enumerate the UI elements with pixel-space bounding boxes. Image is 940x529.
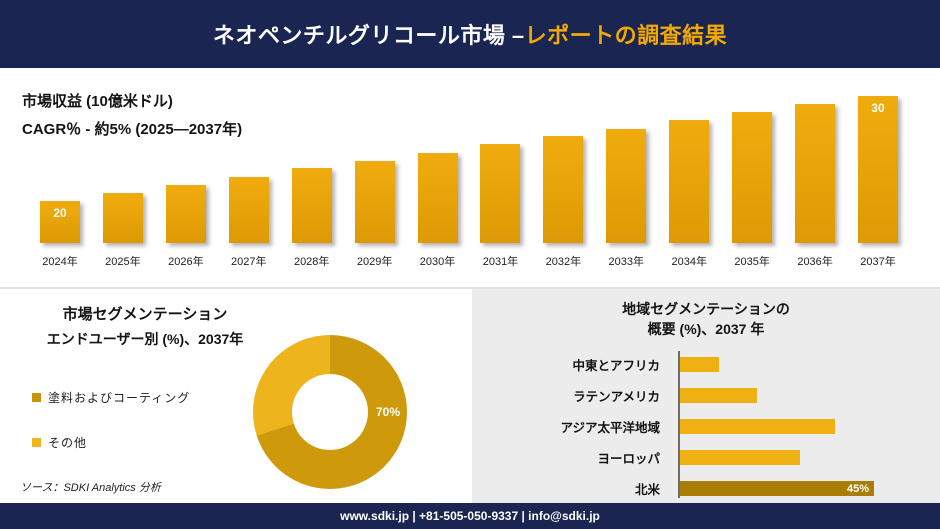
regional-bar [680, 419, 835, 434]
bar-value-label: 20 [53, 206, 67, 220]
cagr-label: CAGR％ - 約5% (2025―2037年) [22, 121, 243, 138]
x-axis-label: 2035年 [734, 256, 770, 268]
revenue-bar [669, 120, 710, 243]
x-axis-label: 2032年 [545, 256, 582, 268]
revenue-bar-column: 2033年 [606, 93, 647, 268]
revenue-bar [228, 176, 269, 243]
category-label: ラテンアメリカ [573, 390, 660, 404]
regional-bar [680, 388, 757, 403]
legend-swatch [32, 393, 41, 402]
revenue-bar [102, 192, 143, 243]
revenue-bar-column: 2030年 [417, 93, 458, 268]
revenue-bar-column: 2034年 [669, 93, 710, 268]
revenue-bar-column: 2032年 [543, 93, 584, 268]
revenue-bar [291, 168, 332, 243]
regional-bar-row: アジア太平洋地域 [478, 411, 932, 442]
regional-bar [680, 450, 800, 465]
revenue-bar [795, 104, 836, 243]
segmentation-title: 市場セグメンテーション [62, 306, 228, 323]
revenue-bar: 20 [40, 201, 80, 243]
revenue-bar [480, 144, 521, 243]
revenue-bar-column: 2031年 [480, 93, 521, 268]
category-label: アジア太平洋地域 [560, 421, 660, 435]
bottom-section: 市場セグメンテーション エンドユーザー別 (%)、2037年 塗料およびコーティ… [0, 287, 940, 503]
x-axis-label: 2027年 [231, 256, 267, 268]
regional-subtitle: 概要 (%)、2037 年 [647, 321, 765, 337]
x-axis-label: 2033年 [608, 256, 645, 268]
legend-swatch [32, 438, 41, 447]
revenue-bar-column: 30 2037年 [857, 93, 898, 268]
revenue-bar [417, 152, 458, 243]
title-accent: レポートの調査結果 [524, 23, 728, 48]
revenue-bar-column: 2028年 [291, 93, 332, 268]
x-axis-label: 2036年 [797, 256, 833, 268]
donut-legend: 塗料およびコーティング その他 [32, 389, 190, 451]
regional-bar-row: ヨーロッパ [478, 442, 932, 473]
bar-track [680, 419, 835, 434]
category-label: ヨーロッパ [597, 452, 660, 466]
bar-value-label: 45% [846, 482, 869, 495]
regional-bar [680, 357, 719, 372]
footer: www.sdki.jp | +81-505-050-9337 | info@sd… [0, 503, 940, 529]
regional-bar-row: ラテンアメリカ [478, 380, 932, 411]
regional-panel: 地域セグメンテーションの 概要 (%)、2037 年 中東とアフリカ ラテンアメリ… [470, 289, 940, 503]
bar-value-label: 30 [871, 101, 885, 115]
segmentation-subtitle: エンドユーザー別 (%)、2037年 [46, 331, 244, 347]
legend-label: その他 [48, 436, 88, 450]
bar-track [680, 357, 719, 372]
segmentation-panel: 市場セグメンテーション エンドユーザー別 (%)、2037年 塗料およびコーティ… [0, 289, 470, 503]
bar-track [680, 450, 800, 465]
revenue-chart-section: 市場収益 (10億米ドル) CAGR％ - 約5% (2025―2037年) 2… [0, 68, 940, 287]
footer-contact: www.sdki.jp | +81-505-050-9337 | info@sd… [340, 509, 600, 523]
revenue-bar-column: 2035年 [732, 93, 773, 268]
x-axis-label: 2028年 [293, 256, 330, 268]
revenue-bar-column: 20 2024年 [40, 93, 80, 268]
category-label: 中東とアフリカ [572, 359, 660, 373]
header: ネオペンチルグリコール市場 –レポートの調査結果 [0, 0, 940, 68]
revenue-bar: 30 [857, 96, 898, 243]
revenue-bar [606, 128, 647, 243]
x-axis-label: 2037年 [860, 256, 896, 268]
regional-bar-row: 中東とアフリカ [478, 349, 932, 380]
donut-value-label: 70% [375, 405, 400, 419]
x-axis-label: 2031年 [482, 256, 519, 268]
revenue-bar-column: 2029年 [354, 93, 395, 268]
regional-bar: 45% [680, 481, 874, 496]
source-note: ソース：SDKI Analytics 分析 [20, 482, 161, 494]
revenue-bar [732, 111, 773, 243]
x-axis-label: 2034年 [671, 256, 707, 268]
legend-label: 塗料およびコーティング [48, 391, 191, 405]
title-main: ネオペンチルグリコール市場 – [212, 23, 525, 48]
x-axis-label: 2025年 [105, 256, 141, 268]
revenue-bar-column: 2026年 [165, 93, 206, 268]
x-axis-label: 2030年 [419, 256, 456, 268]
revenue-bar-column: 2036年 [795, 93, 836, 268]
category-label: 北米 [634, 483, 660, 497]
legend-item: 塗料およびコーティング [32, 389, 190, 406]
legend-item: その他 [32, 434, 190, 451]
x-axis-label: 2026年 [168, 256, 204, 268]
x-axis-label: 2029年 [356, 256, 393, 268]
revenue-bar [165, 185, 206, 243]
x-axis-label: 2024年 [42, 256, 78, 268]
revenue-bar [354, 161, 395, 243]
regional-bars: 中東とアフリカ ラテンアメリカアジア太平洋地域ヨーロッパ北米 45% [478, 349, 932, 504]
revenue-bar [543, 135, 584, 243]
regional-bar-row: 北米 45% [478, 473, 932, 504]
bar-track: 45% [680, 481, 874, 496]
revenue-bars: 20 2024年 2025年 2026年 2027年 2028年 2029年 2030年 203… [40, 93, 898, 268]
donut-chart: 70% [253, 335, 407, 489]
regional-title: 地域セグメンテーションの [622, 301, 790, 317]
metric-label: 市場収益 (10億米ドル) [22, 93, 173, 110]
revenue-bar-column: 2027年 [228, 93, 269, 268]
revenue-bar-column: 2025年 [102, 93, 143, 268]
bar-track [680, 388, 757, 403]
page-title: ネオペンチルグリコール市場 –レポートの調査結果 [213, 18, 727, 50]
